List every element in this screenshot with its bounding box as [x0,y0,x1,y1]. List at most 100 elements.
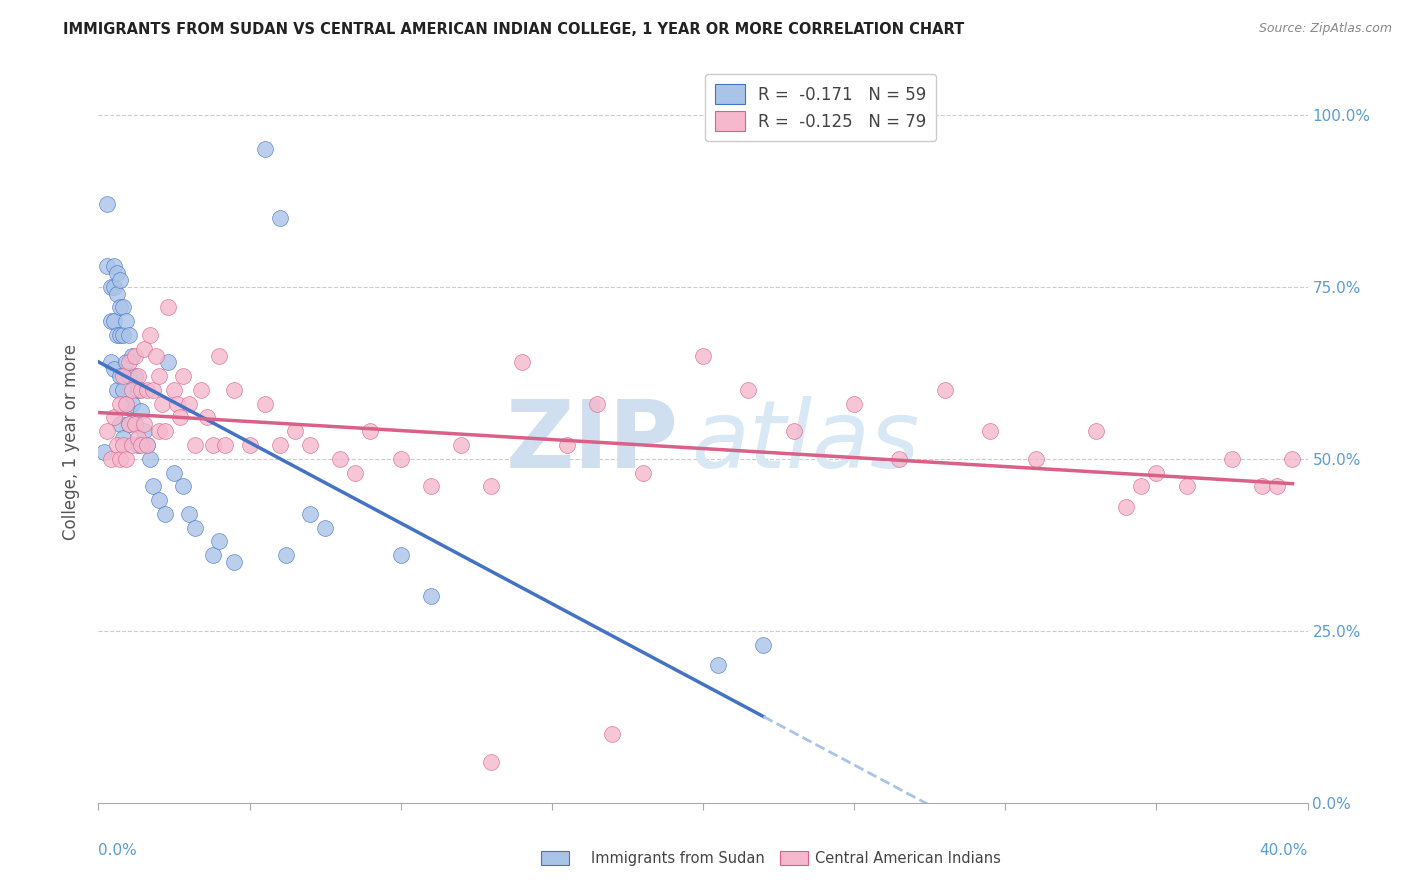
Point [389,451,412,466]
Point [139,327,162,342]
Point [127,369,149,384]
Point [105,383,128,397]
Point [111,327,134,342]
Text: ZIP: ZIP [506,395,679,488]
Point [103,410,125,425]
Point [100,279,122,293]
Point [163,383,186,397]
Point [111,369,134,384]
Point [602,727,624,741]
Point [150,397,173,411]
Point [420,590,443,604]
Point [118,417,141,432]
Point [299,438,322,452]
Point [93,445,115,459]
Point [208,349,231,363]
Point [172,369,194,384]
Point [163,466,186,480]
Point [979,424,1001,438]
Point [96,259,118,273]
Point [737,383,759,397]
Point [1115,500,1137,514]
Point [934,383,956,397]
Point [114,355,136,369]
Text: Immigrants from Sudan: Immigrants from Sudan [591,851,765,865]
Point [124,417,146,432]
Point [121,349,143,363]
Point [166,397,188,411]
Point [96,424,118,438]
Point [1220,451,1243,466]
Point [124,369,146,384]
Point [108,397,131,411]
Point [132,342,155,356]
Point [142,479,165,493]
Point [103,259,125,273]
Point [105,438,128,452]
Point [692,349,714,363]
Point [114,314,136,328]
Point [555,438,578,452]
Point [184,438,207,452]
Point [118,369,141,384]
Text: Source: ZipAtlas.com: Source: ZipAtlas.com [1258,22,1392,36]
Point [153,507,176,521]
Text: Central American Indians: Central American Indians [815,851,1001,865]
Point [269,438,291,452]
Point [118,417,141,432]
Point [586,397,609,411]
Point [208,534,231,549]
Point [156,355,179,369]
Point [111,431,134,445]
Point [108,301,131,315]
Point [269,211,291,225]
Point [329,451,352,466]
Point [202,548,225,562]
Point [108,417,131,432]
Point [129,383,152,397]
Point [284,424,307,438]
Point [1130,479,1153,493]
Point [108,273,131,287]
Point [114,451,136,466]
Point [481,755,503,769]
Point [118,327,141,342]
Point [239,438,262,452]
Point [179,397,201,411]
Point [108,369,131,384]
Point [111,438,134,452]
Text: IMMIGRANTS FROM SUDAN VS CENTRAL AMERICAN INDIAN COLLEGE, 1 YEAR OR MORE CORRELA: IMMIGRANTS FROM SUDAN VS CENTRAL AMERICA… [63,22,965,37]
Point [127,438,149,452]
Text: 0.0%: 0.0% [98,843,138,857]
Text: 40.0%: 40.0% [1260,843,1308,857]
Point [1251,479,1274,493]
Point [1281,451,1303,466]
Point [100,355,122,369]
Point [184,520,207,534]
Point [752,638,775,652]
Point [172,479,194,493]
Point [148,493,170,508]
Point [124,349,146,363]
Legend: R =  -0.171   N = 59, R =  -0.125   N = 79: R = -0.171 N = 59, R = -0.125 N = 79 [704,74,936,142]
Point [108,327,131,342]
Point [124,417,146,432]
Point [224,555,246,569]
Point [631,466,654,480]
Point [139,451,162,466]
Point [121,438,143,452]
Point [253,142,276,156]
Point [148,369,170,384]
Point [127,383,149,397]
Point [148,424,170,438]
Point [195,410,218,425]
Point [129,403,152,417]
Point [344,466,367,480]
Point [121,383,143,397]
Point [1024,451,1046,466]
Point [889,451,911,466]
Point [111,383,134,397]
Point [389,548,412,562]
Point [105,266,128,280]
Point [707,658,730,673]
